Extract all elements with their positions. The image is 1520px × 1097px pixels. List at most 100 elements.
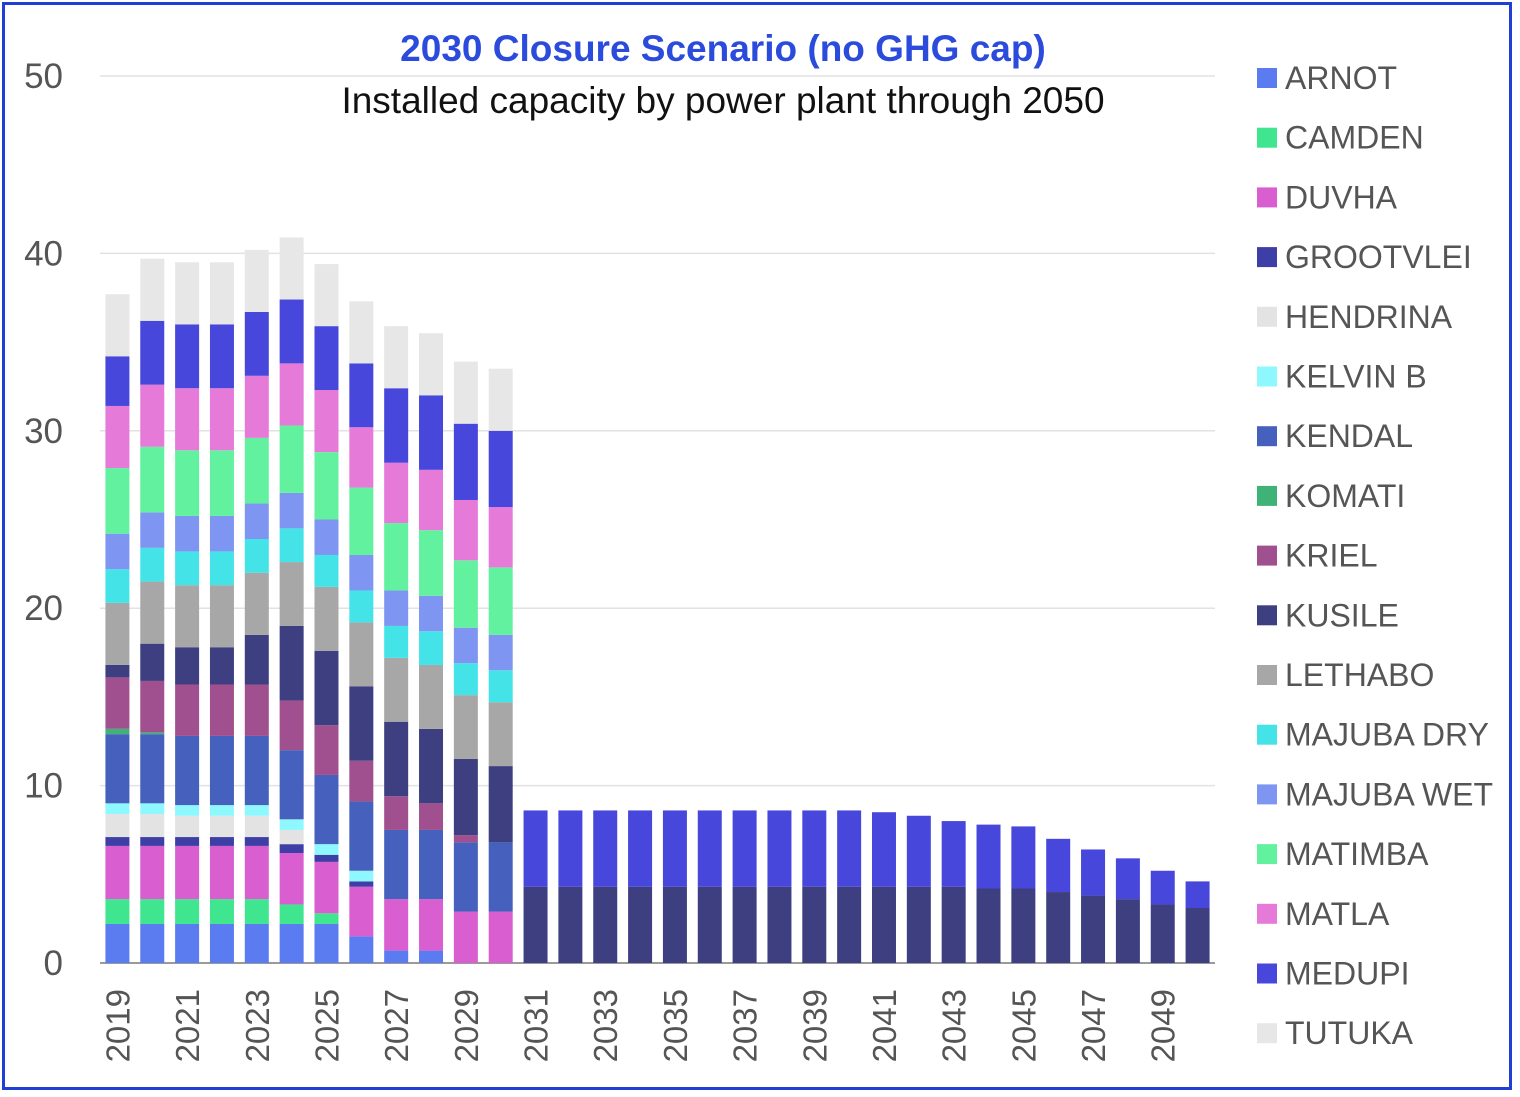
bar-segment — [314, 854, 339, 862]
bar-segment — [523, 886, 548, 963]
bar-segment — [314, 774, 339, 845]
legend-swatch — [1257, 545, 1277, 566]
x-tick-label: 2019 — [99, 989, 136, 1062]
bar-segment — [209, 805, 234, 816]
bar-segment — [1185, 881, 1210, 909]
bar-segment — [593, 886, 618, 963]
bar-segment — [244, 684, 269, 736]
bar-segment — [244, 815, 269, 838]
x-tick-label: 2031 — [518, 989, 555, 1062]
bar-segment — [419, 664, 444, 729]
bar-segment — [349, 936, 374, 963]
bar-segment — [384, 829, 409, 900]
bar-segment — [662, 810, 687, 887]
y-tick-label: 50 — [24, 57, 63, 96]
bar-segment — [244, 503, 269, 540]
bar-segment — [384, 326, 409, 389]
legend-label: CAMDEN — [1285, 120, 1424, 156]
bar-segment — [941, 886, 966, 963]
bar-segment — [209, 837, 234, 846]
bar-segment — [419, 631, 444, 665]
bar-segment — [279, 904, 304, 924]
bar-segment — [279, 923, 304, 963]
y-tick-label: 30 — [24, 412, 63, 451]
bar-segment — [209, 845, 234, 900]
bar-segment — [209, 515, 234, 552]
bar-segment — [523, 810, 548, 887]
bar-segment — [279, 492, 304, 529]
bar-segment — [419, 899, 444, 951]
bar-segment — [279, 528, 304, 563]
legend-label: MAJUBA WET — [1285, 776, 1493, 812]
bar-segment — [140, 803, 165, 814]
legend-label: KOMATI — [1285, 478, 1405, 514]
bar-segment — [244, 845, 269, 900]
bar-segment — [349, 886, 374, 937]
bar-segment — [453, 695, 478, 759]
bar-segment — [1185, 908, 1210, 963]
bar-segment — [662, 886, 687, 963]
bar-segment — [105, 734, 130, 804]
legend-label: MEDUPI — [1285, 956, 1409, 992]
bar-segment — [140, 320, 165, 385]
legend-swatch — [1257, 665, 1277, 685]
bar-segment — [140, 384, 165, 447]
legend-label: MAJUBA DRY — [1285, 717, 1489, 753]
bar-segment — [628, 810, 653, 887]
bar-segment — [593, 810, 618, 887]
bar-segment — [349, 870, 374, 882]
bar-segment — [140, 512, 165, 548]
bar-segment — [732, 886, 757, 963]
bar-segment — [209, 815, 234, 838]
bar-segment — [105, 813, 130, 838]
bar-segment — [349, 301, 374, 364]
bar-segment — [767, 886, 792, 963]
legend-swatch — [1257, 903, 1277, 924]
bar-segment — [488, 911, 513, 963]
x-tick-label: 2041 — [866, 989, 903, 1062]
bar-segment — [209, 262, 234, 325]
x-tick-label: 2037 — [727, 989, 764, 1062]
bar-segment — [349, 881, 374, 887]
bar-segment — [244, 899, 269, 924]
bar-segment — [244, 437, 269, 504]
x-tick-label: 2035 — [657, 989, 694, 1062]
bar-segment — [244, 539, 269, 573]
bar-segment — [175, 845, 200, 900]
bar-segment — [419, 950, 444, 963]
legend-swatch — [1257, 605, 1277, 626]
bar-segment — [244, 249, 269, 312]
bar-segment — [906, 815, 931, 887]
legend-swatch — [1257, 784, 1277, 805]
bar-segment — [244, 311, 269, 376]
bar-segment — [697, 886, 722, 963]
bar-segment — [175, 262, 200, 325]
bar-segment — [279, 237, 304, 300]
bar-segment — [1150, 870, 1175, 905]
legend-swatch — [1257, 68, 1277, 88]
stacked-bar-chart: 2030 Closure Scenario (no GHG cap) Insta… — [24, 28, 1493, 1062]
bar-segment — [1046, 838, 1071, 893]
legend-label: LETHABO — [1285, 657, 1434, 693]
bar-segment — [767, 810, 792, 887]
bar-segment — [175, 551, 200, 586]
bar-segment — [941, 821, 966, 887]
bar-segment — [105, 677, 130, 729]
bar-segment — [349, 554, 374, 591]
bar-segment — [279, 700, 304, 751]
x-tick-label: 2025 — [308, 989, 345, 1062]
bar-segment — [697, 810, 722, 887]
bar-segment — [453, 663, 478, 696]
legend-swatch — [1257, 844, 1277, 865]
y-axis-ticks: 0 10 20 30 40 50 — [24, 57, 63, 983]
bar-segment — [279, 750, 304, 820]
bar-segment — [105, 405, 130, 469]
bar-segment — [244, 634, 269, 685]
bar-segment — [1115, 899, 1140, 963]
bar-segment — [209, 585, 234, 648]
x-tick-label: 2021 — [169, 989, 206, 1062]
bar-segment — [384, 590, 409, 626]
bar-segment — [384, 899, 409, 951]
bar-segment — [279, 819, 304, 830]
bar-segment — [244, 572, 269, 635]
